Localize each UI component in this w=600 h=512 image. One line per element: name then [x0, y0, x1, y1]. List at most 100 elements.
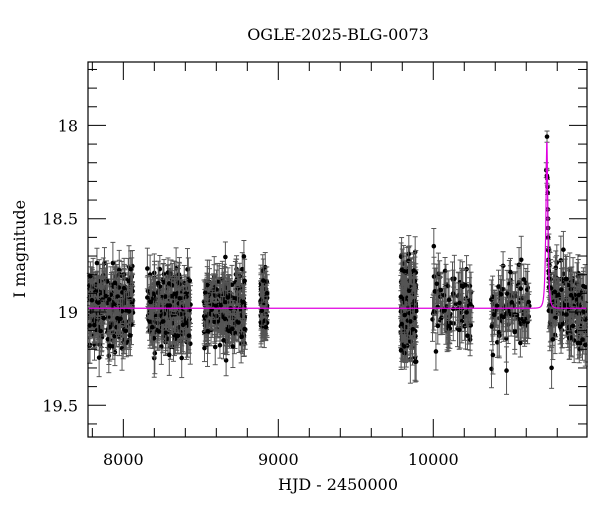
data-point — [433, 332, 439, 371]
data-point — [550, 318, 556, 361]
data-point — [172, 275, 178, 312]
data-point — [402, 291, 408, 339]
data-point — [218, 284, 224, 326]
data-point — [205, 317, 211, 345]
data-point — [494, 285, 500, 326]
data-point — [570, 306, 576, 346]
data-point — [232, 317, 238, 349]
data-point — [94, 247, 100, 279]
data-point — [105, 319, 111, 360]
data-point — [498, 278, 504, 310]
data-point — [187, 266, 193, 295]
axes: 8000 9000 10000 18 18.5 19 19.5 — [42, 61, 588, 469]
data-point — [225, 282, 231, 313]
data-point — [432, 267, 438, 316]
x-tick-label: 8000 — [103, 450, 144, 469]
data-point — [230, 325, 236, 369]
data-point — [575, 326, 581, 360]
data-point — [127, 314, 133, 357]
data-point — [504, 346, 510, 395]
data-point — [467, 290, 473, 319]
data-point — [148, 286, 154, 318]
data-point — [518, 264, 524, 314]
data-point — [504, 269, 510, 318]
data-point — [123, 312, 129, 350]
y-axis-label: I magnitude — [10, 200, 29, 298]
data-point — [456, 282, 462, 324]
data-point — [166, 333, 172, 376]
data-point — [235, 302, 241, 343]
data-point — [412, 340, 418, 383]
data-point — [222, 304, 228, 334]
data-point — [526, 282, 532, 322]
x-tick-label: 9000 — [258, 450, 299, 469]
data-point — [509, 280, 515, 325]
data-point — [229, 314, 235, 344]
data-point — [179, 337, 185, 379]
data-point — [410, 313, 416, 345]
data-point — [226, 317, 232, 345]
data-point — [89, 283, 95, 317]
data-point — [442, 287, 448, 334]
data-point — [407, 303, 413, 340]
data-point — [554, 277, 560, 313]
axes-frame — [87, 61, 588, 438]
data-point — [186, 317, 192, 354]
data-point — [490, 335, 496, 375]
data-point — [560, 230, 566, 269]
y-tick-label: 19 — [58, 303, 78, 322]
x-axis-label: HJD - 2450000 — [278, 475, 398, 494]
y-tick-label: 19.5 — [42, 396, 78, 415]
data-point — [259, 295, 265, 326]
data-point — [564, 255, 570, 303]
data-points — [86, 130, 589, 395]
data-point — [579, 318, 585, 361]
data-point — [91, 306, 97, 344]
data-point — [512, 314, 518, 350]
data-point — [156, 312, 162, 351]
data-point — [155, 260, 161, 306]
data-point — [488, 279, 494, 320]
data-point — [438, 300, 444, 336]
data-point — [241, 239, 247, 273]
data-point — [201, 334, 207, 363]
data-point — [576, 277, 582, 313]
data-point — [106, 284, 112, 315]
data-point — [557, 308, 563, 345]
data-point — [260, 258, 266, 303]
data-point — [117, 297, 123, 340]
data-point — [165, 292, 171, 319]
data-point — [580, 267, 586, 305]
data-point — [160, 304, 166, 339]
data-point — [491, 299, 497, 331]
data-point — [241, 284, 247, 320]
y-tick-label: 18 — [58, 116, 78, 135]
data-point — [177, 276, 183, 321]
data-point — [98, 315, 104, 347]
data-point — [495, 269, 501, 304]
data-point — [463, 268, 469, 302]
chart-title: OGLE-2025-BLG-0073 — [247, 25, 429, 44]
data-point — [101, 299, 107, 337]
data-point — [464, 321, 470, 351]
data-point — [399, 305, 405, 343]
data-point — [544, 130, 550, 143]
data-point — [147, 302, 153, 341]
model-curve — [88, 142, 587, 309]
data-point — [458, 267, 464, 304]
data-point — [521, 302, 527, 341]
data-point — [263, 313, 269, 341]
data-point — [521, 263, 527, 296]
data-point — [213, 291, 219, 320]
data-point — [568, 273, 574, 317]
data-point — [446, 312, 452, 340]
data-point — [398, 242, 404, 271]
data-point — [398, 274, 404, 319]
data-point — [107, 329, 113, 362]
data-point — [434, 263, 440, 304]
y-tick-label: 18.5 — [42, 210, 78, 229]
data-point — [128, 250, 134, 288]
x-tick-label: 10000 — [408, 450, 459, 469]
data-point — [222, 241, 228, 273]
